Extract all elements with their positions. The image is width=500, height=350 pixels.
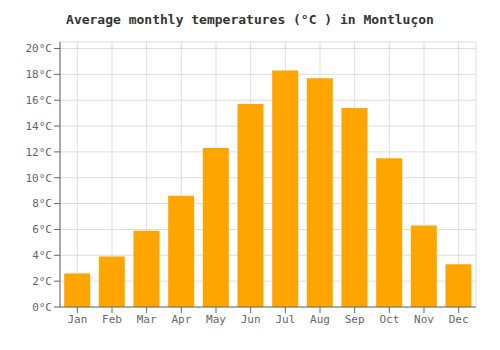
svg-text:Feb: Feb [102, 313, 122, 326]
svg-text:10°C: 10°C [26, 172, 53, 185]
svg-text:Mar: Mar [137, 313, 157, 326]
svg-text:8°C: 8°C [32, 197, 52, 210]
html-text:Average monthly temperatures (: Average monthly temperatures (°C ) in Mo… [66, 12, 434, 27]
svg-text:Dec: Dec [449, 313, 469, 326]
svg-text:2°C: 2°C [32, 275, 52, 288]
svg-text:Aug: Aug [310, 313, 330, 326]
svg-text:May: May [206, 313, 226, 326]
svg-text:4°C: 4°C [32, 249, 52, 262]
svg-text:Jul: Jul [275, 313, 295, 326]
svg-text:Apr: Apr [171, 313, 191, 326]
svg-text:18°C: 18°C [26, 68, 53, 81]
svg-text:14°C: 14°C [26, 120, 53, 133]
svg-text:0°C: 0°C [32, 301, 52, 314]
svg-text:Jan: Jan [67, 313, 87, 326]
svg-text:20°C: 20°C [26, 42, 53, 55]
svg-text:12°C: 12°C [26, 146, 53, 159]
svg-text:16°C: 16°C [26, 94, 53, 107]
svg-text:Jun: Jun [241, 313, 261, 326]
svg-text:Nov: Nov [414, 313, 434, 326]
svg-text:Oct: Oct [379, 313, 399, 326]
svg-text:Sep: Sep [345, 313, 365, 326]
svg-text:6°C: 6°C [32, 223, 52, 236]
